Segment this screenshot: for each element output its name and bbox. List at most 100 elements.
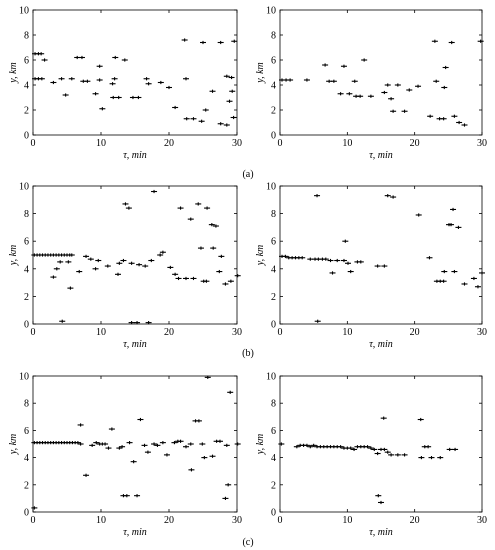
data-point	[121, 58, 128, 62]
y-tick-label: 4	[271, 81, 276, 92]
data-point	[200, 40, 206, 45]
data-point	[388, 97, 395, 101]
data-point	[417, 417, 424, 422]
data-point	[231, 39, 238, 43]
data-point	[83, 473, 90, 477]
data-point	[347, 446, 354, 450]
x-tick-label: 0	[31, 327, 36, 338]
data-point	[440, 117, 447, 121]
data-point	[77, 442, 84, 446]
data-point	[223, 123, 230, 127]
data-point	[415, 213, 422, 217]
data-point	[470, 276, 477, 281]
x-tick-label: 10	[96, 138, 106, 149]
data-point	[230, 115, 237, 120]
data-point	[367, 94, 374, 98]
y-tick-label: 2	[24, 480, 29, 491]
data-point	[92, 267, 99, 271]
x-tick-label: 30	[232, 515, 242, 526]
data-point	[188, 468, 195, 472]
y-tick-label: 6	[271, 426, 276, 437]
data-point	[448, 223, 455, 227]
data-point	[130, 460, 137, 464]
data-point	[441, 85, 448, 90]
data-point	[151, 189, 158, 194]
data-point	[148, 258, 155, 263]
data-point	[433, 79, 440, 83]
data-point	[172, 105, 179, 110]
x-tick-label: 30	[232, 138, 242, 149]
data-point	[367, 446, 374, 450]
y-tick-label: 10	[19, 182, 29, 193]
data-point	[223, 74, 230, 78]
x-tick-label: 10	[342, 515, 352, 526]
data-point	[135, 95, 142, 100]
data-point	[282, 254, 289, 258]
data-point	[96, 64, 103, 68]
data-point	[62, 93, 69, 97]
data-point	[142, 264, 149, 268]
chart-c-right: 0 10 20 30 0 2 4 6 8 10 τ, min y, km	[255, 372, 487, 539]
y-tick-label: 2	[271, 292, 276, 303]
data-point	[167, 265, 174, 270]
data-point	[190, 117, 197, 121]
y-tick-label: 10	[19, 372, 29, 383]
data-point	[111, 77, 118, 81]
data-point	[109, 82, 116, 86]
data-point	[388, 453, 395, 457]
plot-frame	[279, 185, 483, 325]
x-tick-label: 20	[164, 327, 174, 338]
y-tick-label: 0	[24, 131, 29, 142]
plot-frame	[32, 9, 238, 136]
data-point	[310, 443, 317, 447]
data-point	[187, 217, 194, 221]
data-point	[384, 450, 391, 454]
chart-b-right: 0 10 20 30 0 2 4 6 8 10 τ, min y, km	[255, 182, 487, 351]
data-point	[119, 445, 126, 449]
y-tick-label: 6	[271, 237, 276, 248]
data-point	[330, 79, 337, 83]
data-point	[451, 114, 458, 118]
x-tick-label: 20	[410, 138, 420, 149]
y-axis-label: y, km	[8, 62, 19, 84]
data-point	[104, 264, 111, 268]
data-point	[123, 494, 130, 498]
data-point	[99, 107, 106, 111]
x-tick-label: 0	[31, 515, 36, 526]
x-tick-label: 30	[232, 327, 242, 338]
data-point	[190, 276, 197, 281]
data-point	[58, 77, 65, 81]
y-tick-label: 6	[24, 56, 29, 67]
data-point	[307, 445, 314, 449]
data-point	[145, 321, 152, 325]
x-tick-label: 20	[164, 515, 174, 526]
y-tick-label: 8	[271, 31, 276, 42]
data-point	[234, 442, 241, 446]
x-tick-label: 10	[342, 327, 352, 338]
data-point	[166, 85, 172, 90]
data-point	[115, 95, 122, 100]
caption-b: (b)	[242, 348, 254, 359]
data-point	[390, 109, 397, 113]
data-point	[31, 506, 38, 510]
data-point	[197, 246, 204, 250]
y-tick-label: 2	[271, 480, 276, 491]
data-point	[287, 78, 294, 82]
y-tick-label: 8	[271, 399, 276, 410]
data-point	[68, 77, 75, 81]
data-point	[218, 254, 225, 258]
data-point	[134, 494, 141, 498]
data-point	[479, 271, 485, 275]
data-point	[210, 246, 217, 250]
data-point	[299, 256, 306, 260]
x-axis-label: τ, min	[369, 150, 393, 161]
data-point	[394, 453, 401, 457]
data-point	[53, 267, 60, 271]
y-axis-label: y, km	[255, 245, 266, 267]
data-point	[115, 272, 121, 276]
data-point	[183, 276, 189, 281]
x-axis-label: τ, min	[369, 339, 393, 350]
data-point	[437, 456, 444, 460]
y-tick-label: 10	[266, 6, 276, 17]
